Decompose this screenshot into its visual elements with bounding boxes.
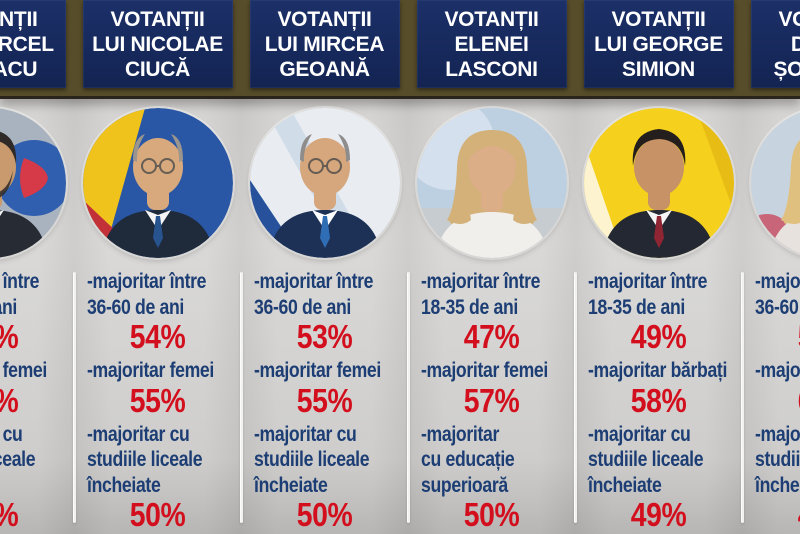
stat-education: -majoritar cu studiile liceale încheiate… bbox=[755, 422, 800, 532]
nicolae-ciuca-photo bbox=[82, 108, 233, 258]
stat-education: -majoritar cu educație superioară 50% bbox=[421, 422, 575, 532]
stat-value: 50% bbox=[463, 496, 520, 533]
stat-value: 51% bbox=[0, 498, 51, 531]
portrait-illustration bbox=[750, 108, 800, 258]
column-header: VOTANȚII LUI NICOLAE CIUCĂ bbox=[82, 0, 233, 88]
stat-gender: -majoritar bărbați 58% bbox=[588, 358, 742, 417]
column-header: VOTANȚII ELENEI LASCONI bbox=[416, 0, 567, 88]
stat-value: 49% bbox=[630, 318, 687, 355]
stat-age: -majoritar între 36-60 de ani 55% bbox=[755, 269, 800, 353]
stat-label: -majoritar femei bbox=[87, 359, 214, 382]
portrait-illustration bbox=[0, 108, 66, 258]
stat-value: 55% bbox=[129, 381, 186, 419]
stat-gender: -majoritar femei 60% bbox=[755, 358, 800, 417]
stat-age: -majoritar între 36-60 de ani 53% bbox=[254, 269, 408, 353]
column-diana-sosoaca: VOTANȚII DIANEI ȘOȘOACĂ bbox=[742, 0, 800, 534]
stats: -majoritar între 18-35 de ani 47% -major… bbox=[408, 269, 575, 531]
stat-age: -majoritar între 18-35 de ani 47% bbox=[421, 269, 575, 353]
stat-value: 55% bbox=[765, 320, 800, 353]
stat-education: -majoritar cu studiile liceale încheiate… bbox=[87, 422, 241, 532]
stat-label: -majoritar între 18-35 de ani bbox=[421, 270, 541, 319]
stat-label: -majoritar între 18-35 de ani bbox=[588, 270, 708, 319]
stat-value: 46% bbox=[765, 498, 800, 531]
stat-gender: -majoritar femei 57% bbox=[421, 358, 575, 417]
marcel-ciolacu-photo bbox=[0, 108, 66, 258]
portrait-illustration bbox=[583, 108, 734, 258]
stat-age: -majoritar între 36-60 de ani 58% bbox=[0, 269, 74, 353]
column-header-text: VOTANȚII ELENEI LASCONI bbox=[444, 7, 539, 81]
column-header-text: VOTANȚII LUI NICOLAE CIUCĂ bbox=[92, 7, 223, 81]
stat-value: 50% bbox=[129, 496, 186, 533]
stat-value: 47% bbox=[463, 318, 520, 355]
stat-value: 58% bbox=[0, 320, 51, 353]
diana-sosoaca-photo bbox=[750, 108, 800, 258]
stat-value: 54% bbox=[129, 318, 186, 355]
column-header: VOTANȚII LUI MARCEL CIOLACU bbox=[0, 0, 66, 88]
stat-label: -majoritar între 36-60 de ani bbox=[254, 270, 374, 319]
column-divider bbox=[240, 272, 243, 523]
portrait-illustration bbox=[249, 108, 400, 258]
stat-label: -majoritar între 36-60 de ani bbox=[87, 270, 207, 319]
stats: -majoritar între 18-35 de ani 49% -major… bbox=[575, 269, 742, 531]
glasses bbox=[307, 158, 342, 174]
stat-gender: -majoritar femei 55% bbox=[87, 358, 241, 417]
stat-label: -majoritar cu educație superioară bbox=[421, 422, 515, 497]
stat-value: 57% bbox=[463, 381, 520, 419]
stat-label: -majoritar cu studiile liceale încheiate bbox=[254, 422, 370, 497]
stat-label: -majoritar între 36-60 de ani bbox=[755, 270, 800, 319]
mircea-geoana-photo bbox=[249, 108, 400, 258]
column-header: VOTANȚII LUI MIRCEA GEOANĂ bbox=[249, 0, 400, 88]
column-header-text: VOTANȚII LUI GEORGE SIMION bbox=[594, 7, 723, 81]
column-divider bbox=[574, 272, 577, 523]
stat-label: -majoritar între 36-60 de ani bbox=[0, 270, 40, 319]
column-divider bbox=[407, 272, 410, 523]
column-header-text: VOTANȚII LUI MIRCEA GEOANĂ bbox=[264, 7, 385, 81]
stat-gender: -majoritar femei 55% bbox=[254, 358, 408, 417]
stats: -majoritar între 36-60 de ani 53% -major… bbox=[241, 269, 408, 531]
column-nicolae-ciuca: VOTANȚII LUI NICOLAE CIUCĂ bbox=[74, 0, 243, 534]
stat-education: -majoritar cu studiile liceale încheiate… bbox=[0, 422, 74, 532]
stat-value: 55% bbox=[296, 381, 353, 419]
stats: -majoritar între 36-60 de ani 55% -major… bbox=[742, 269, 800, 531]
column-divider bbox=[73, 272, 76, 523]
stat-label: -majoritar bărbați bbox=[588, 359, 728, 382]
column-header: VOTANȚII DIANEI ȘOȘOACĂ bbox=[750, 0, 800, 88]
stats: -majoritar între 36-60 de ani 54% -major… bbox=[74, 269, 241, 531]
stat-label: -majoritar cu studiile liceale încheiate bbox=[0, 422, 36, 472]
column-elena-lasconi: VOTANȚII ELENEI LASCONI bbox=[408, 0, 577, 534]
stat-label: -majoritar femei bbox=[421, 359, 548, 382]
stat-label: -majoritar cu studiile liceale încheiate bbox=[87, 422, 203, 497]
column-mircea-geoana: VOTANȚII LUI MIRCEA GEOANĂ bbox=[241, 0, 410, 534]
stats: -majoritar între 36-60 de ani 58% -major… bbox=[0, 269, 74, 531]
column-header-text: VOTANȚII DIANEI ȘOȘOACĂ bbox=[773, 7, 800, 81]
column-divider bbox=[741, 272, 744, 523]
stat-age: -majoritar între 36-60 de ani 54% bbox=[87, 269, 241, 353]
stat-label: -majoritar femei bbox=[254, 359, 381, 382]
stat-value: 60% bbox=[765, 384, 800, 417]
stat-value: 50% bbox=[296, 496, 353, 533]
column-marcel-ciolacu: VOTANȚII LUI MARCEL CIOLACU bbox=[0, 0, 76, 534]
portrait-illustration bbox=[82, 108, 233, 258]
glasses bbox=[140, 158, 175, 174]
stat-value: 53% bbox=[296, 318, 353, 355]
column-header: VOTANȚII LUI GEORGE SIMION bbox=[583, 0, 734, 88]
portrait-illustration bbox=[416, 108, 567, 258]
stat-label: -majoritar cu studiile liceale încheiate bbox=[588, 422, 704, 497]
stat-label: -majoritar cu studiile liceale încheiate bbox=[755, 422, 800, 497]
elena-lasconi-photo bbox=[416, 108, 567, 258]
stat-age: -majoritar între 18-35 de ani 49% bbox=[588, 269, 742, 353]
george-simion-photo bbox=[583, 108, 734, 258]
stat-label: -majoritar femei bbox=[2, 359, 48, 382]
stat-education: -majoritar cu studiile liceale încheiate… bbox=[588, 422, 742, 532]
stat-value: 49% bbox=[630, 496, 687, 533]
stat-label: -majoritar femei bbox=[755, 359, 800, 382]
column-header-text: VOTANȚII LUI MARCEL CIOLACU bbox=[0, 7, 54, 81]
stat-education: -majoritar cu studiile liceale încheiate… bbox=[254, 422, 408, 532]
column-george-simion: VOTANȚII LUI GEORGE SIMION bbox=[575, 0, 744, 534]
stat-gender: -majoritar femei 55% bbox=[0, 358, 74, 417]
stat-value: 55% bbox=[0, 384, 51, 417]
stat-value: 58% bbox=[630, 381, 687, 419]
